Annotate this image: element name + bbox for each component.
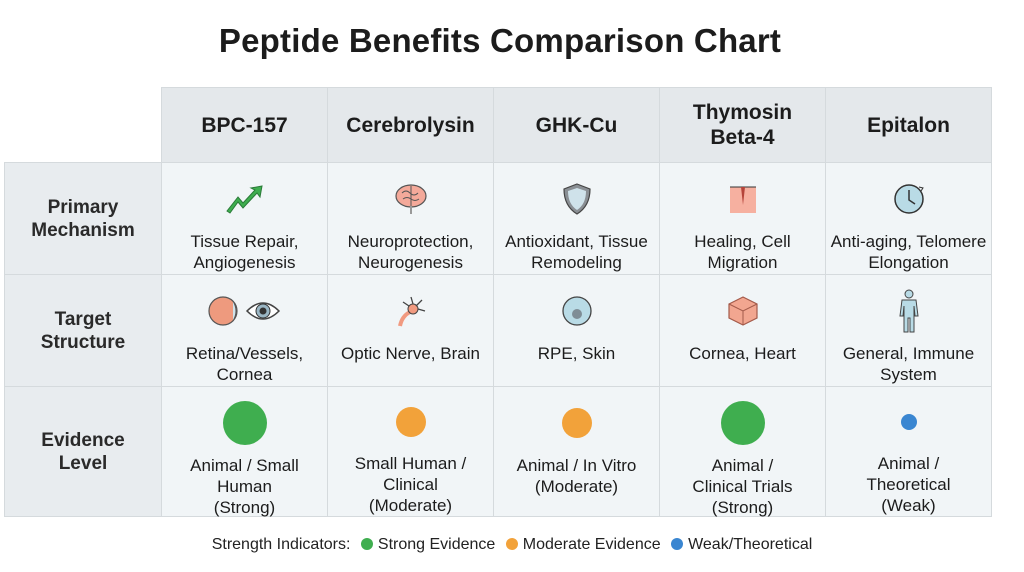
cell-text: Tissue Repair, Angiogenesis	[190, 232, 299, 272]
table-cell: Small Human / Clinical (Moderate)	[328, 387, 494, 517]
cell-text: Antioxidant, Tissue Remodeling	[505, 232, 648, 272]
strong-evidence-dot-icon	[720, 401, 765, 445]
table-cell: RPE, Skin	[494, 275, 660, 387]
cell-text: General, Immune System	[842, 344, 975, 384]
cell-icon	[560, 289, 594, 333]
moderate-dot-icon	[505, 538, 518, 550]
person-icon	[897, 289, 921, 333]
tissue-block-icon	[725, 289, 761, 333]
row-label-text: Evidence Level	[41, 429, 125, 474]
column-header-label: Cerebrolysin	[346, 113, 475, 137]
shield-icon	[562, 177, 592, 221]
cell-text: Small Human / Clinical (Moderate)	[354, 454, 467, 515]
row-label: Evidence Level	[4, 387, 162, 517]
row-label: Primary Mechanism	[4, 163, 162, 275]
table-cell: Animal / Clinical Trials (Strong)	[660, 387, 826, 517]
table-cell: Anti-aging, Telomere Elongation	[826, 163, 992, 275]
cell-text: Animal / Clinical Trials (Strong)	[692, 456, 793, 517]
column-header: Epitalon	[826, 87, 992, 163]
legend-strong: Strong Evidence	[377, 536, 496, 553]
table-cell: Healing, Cell Migration	[660, 163, 826, 275]
trending-up-arrow-icon	[225, 177, 265, 221]
weak-evidence-dot-icon	[900, 401, 917, 443]
legend-label: Strength Indicators:	[211, 536, 351, 553]
table-cell: Animal / Theoretical (Weak)	[826, 387, 992, 517]
table-cell: Antioxidant, Tissue Remodeling	[494, 163, 660, 275]
cell-text: Optic Nerve, Brain	[341, 344, 480, 363]
weak-dot-icon	[671, 538, 684, 550]
legend-weak: Weak/Theoretical	[688, 536, 813, 553]
brain-icon	[394, 177, 428, 221]
table-cell: General, Immune System	[826, 275, 992, 387]
cell-text: Anti-aging, Telomere Elongation	[830, 232, 987, 272]
skin-wound-icon	[728, 177, 758, 221]
table-cell: Animal / In Vitro (Moderate)	[494, 387, 660, 517]
strong-dot-icon	[360, 538, 373, 550]
row-label-text: Primary Mechanism	[31, 196, 135, 241]
table-cell: Animal / Small Human (Strong)	[162, 387, 328, 517]
column-header-label: Thymosin Beta-4	[692, 101, 793, 149]
table-cell: Optic Nerve, Brain	[328, 275, 494, 387]
moderate-evidence-dot-icon	[395, 401, 426, 443]
table-corner	[4, 87, 162, 163]
comparison-table: BPC-157 Cerebrolysin GHK-Cu Thymosin Beta-4…	[4, 87, 992, 517]
cell-text: Healing, Cell Migration	[694, 232, 791, 272]
table-cell: Cornea, Heart	[660, 275, 826, 387]
moderate-evidence-dot-icon	[561, 401, 592, 445]
column-header: GHK-Cu	[494, 87, 660, 163]
cell-text: Neuroprotection, Neurogenesis	[347, 232, 474, 272]
clock-icon	[892, 177, 926, 221]
table-cell: Tissue Repair, Angiogenesis	[162, 163, 328, 275]
cell-text: Animal / Small Human (Strong)	[190, 456, 299, 517]
cell-text: Animal / Theoretical (Weak)	[866, 454, 951, 515]
table-cell: Neuroprotection, Neurogenesis	[328, 163, 494, 275]
column-header-label: BPC-157	[201, 113, 288, 137]
legend-moderate: Moderate Evidence	[522, 536, 661, 553]
column-header-label: GHK-Cu	[535, 113, 618, 137]
row-label: Target Structure	[4, 275, 162, 387]
retina-eye-icon	[205, 289, 285, 333]
neuron-icon	[394, 289, 428, 333]
chart-title: Peptide Benefits Comparison Chart	[218, 22, 782, 59]
cell-text: RPE, Skin	[537, 344, 616, 363]
cell-text: Retina/Vessels, Cornea	[185, 344, 304, 384]
cell-text: Cornea, Heart	[689, 344, 796, 363]
column-header: Cerebrolysin	[328, 87, 494, 163]
table-cell: Retina/Vessels, Cornea	[162, 275, 328, 387]
column-header: Thymosin Beta-4	[660, 87, 826, 163]
column-header-label: Epitalon	[867, 113, 950, 137]
row-label-text: Target Structure	[40, 308, 126, 353]
legend: Strength Indicators: Strong Evidence Mod…	[0, 536, 1024, 554]
cell-text: Animal / In Vitro (Moderate)	[516, 456, 637, 496]
strong-evidence-dot-icon	[222, 401, 267, 445]
column-header: BPC-157	[162, 87, 328, 163]
